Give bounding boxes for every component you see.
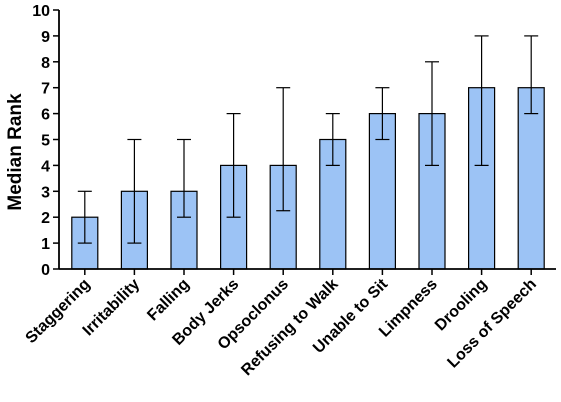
y-tick-label: 6 [41, 107, 50, 124]
y-axis-title: Median Rank [5, 93, 26, 211]
y-tick-label: 2 [41, 210, 50, 227]
y-tick-label: 3 [41, 184, 50, 201]
y-tick-label: 10 [32, 3, 50, 20]
y-tick-label: 8 [41, 55, 50, 72]
x-tick-label: Loss of Speech [444, 276, 540, 372]
x-tick-label: Staggering [23, 276, 94, 347]
y-tick-label: 0 [41, 262, 50, 279]
bar [418, 112, 446, 270]
y-tick-label: 4 [41, 158, 50, 175]
y-tick-label: 5 [41, 133, 50, 150]
y-tick-label: 9 [41, 29, 50, 46]
bar [517, 87, 545, 270]
y-tick-label: 1 [41, 236, 50, 253]
x-tick-label: Falling [144, 276, 192, 324]
y-tick-label: 7 [41, 81, 50, 98]
